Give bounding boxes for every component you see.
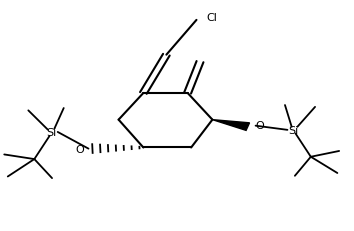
- Text: Si: Si: [289, 125, 299, 136]
- Text: Cl: Cl: [206, 13, 217, 23]
- Text: O: O: [255, 120, 264, 130]
- Text: Si: Si: [46, 128, 56, 138]
- Text: O: O: [75, 144, 84, 154]
- Polygon shape: [212, 120, 250, 131]
